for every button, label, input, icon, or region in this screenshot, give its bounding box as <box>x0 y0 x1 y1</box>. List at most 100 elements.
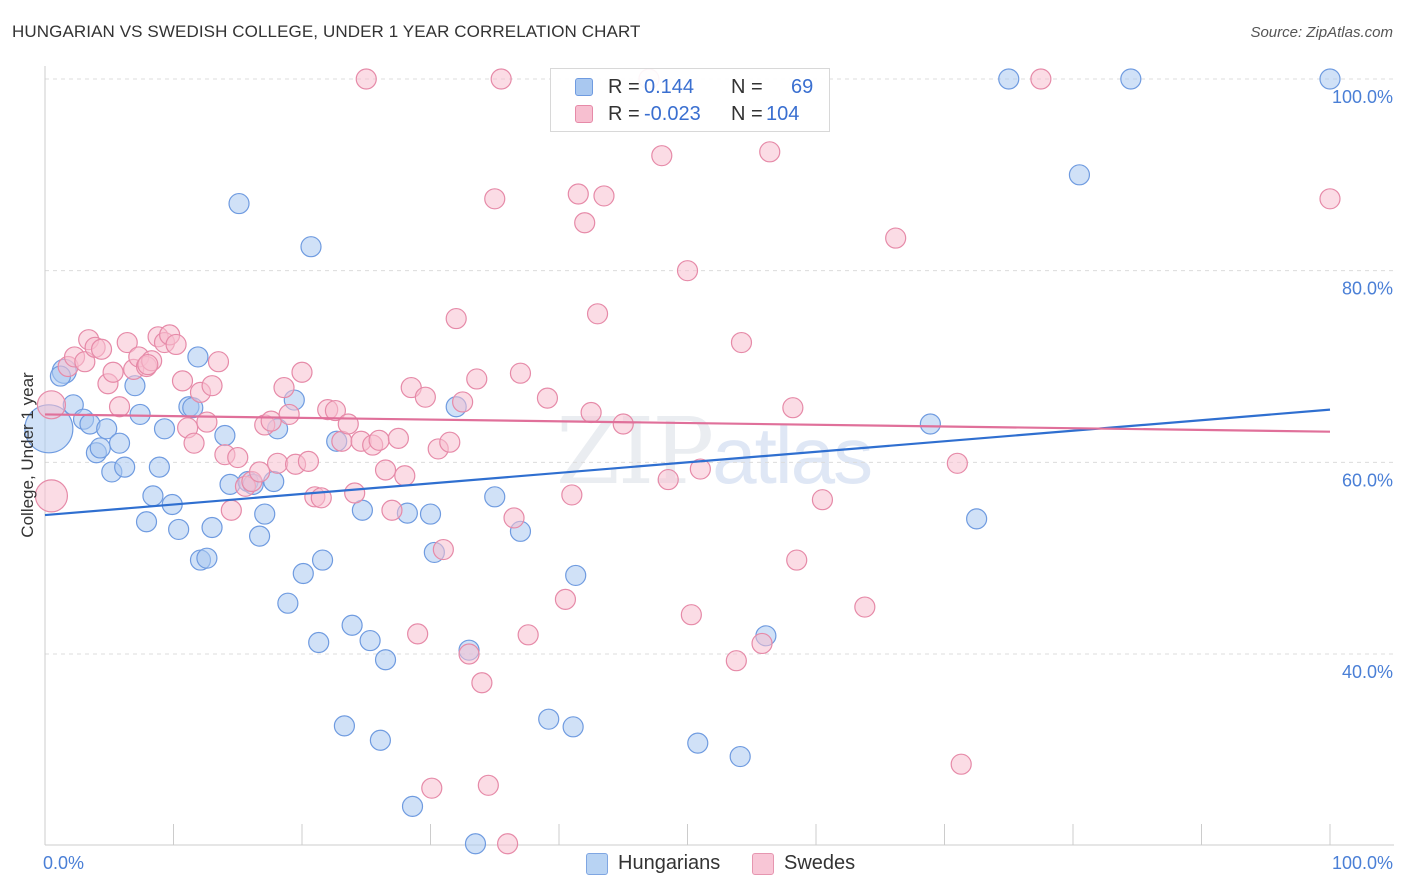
trend-lines <box>44 408 1331 517</box>
hungarian-point <box>187 346 209 368</box>
swede-point <box>421 777 443 799</box>
axes <box>44 66 1394 846</box>
hungarian-point <box>311 549 334 571</box>
legend-n-value: 69 <box>791 76 814 98</box>
source-label: Source: ZipAtlas.com <box>1250 24 1393 41</box>
swede-point <box>34 479 69 513</box>
swede-point <box>503 507 525 529</box>
swede-point <box>452 391 474 413</box>
hungarian-point <box>538 708 560 730</box>
hungarian-point <box>369 729 391 751</box>
swede-point <box>586 303 609 325</box>
swede-point <box>676 260 699 282</box>
swede-point <box>854 596 876 618</box>
swede-point <box>730 331 753 354</box>
hungarian-point <box>96 418 118 440</box>
hungarian-point <box>1120 68 1142 90</box>
swede-point <box>651 145 673 167</box>
swede-point <box>536 387 559 409</box>
hungarian-point <box>359 629 381 652</box>
hungarian-point <box>687 732 709 754</box>
swede-point <box>344 482 366 504</box>
hungarian-point <box>919 413 941 435</box>
hungarian-point <box>562 716 584 738</box>
swede-point <box>260 410 282 432</box>
hungarian-point <box>142 485 164 507</box>
hungarian-point <box>214 424 236 447</box>
swede-point <box>324 399 347 422</box>
hungarian-point <box>1068 164 1091 186</box>
hungarian-point <box>114 456 136 478</box>
swede-point <box>471 672 493 694</box>
swede-point <box>885 227 907 249</box>
swede-point <box>220 499 242 521</box>
swede-point <box>387 427 409 449</box>
swede-point <box>445 307 467 330</box>
swede-point <box>297 450 320 472</box>
legend-r-value: -0.023 <box>644 103 701 125</box>
hungarian-point <box>998 68 1020 90</box>
swede-point <box>477 774 499 796</box>
hungarian-point <box>201 516 223 539</box>
swede-point <box>950 753 972 775</box>
legend-label-hungarians: Hungarians <box>618 852 721 874</box>
swede-point <box>574 212 596 234</box>
swede-point <box>725 650 747 672</box>
y-axis-label: College, Under 1 year <box>18 372 37 538</box>
swede-point <box>374 459 397 481</box>
hungarian-point <box>1319 68 1341 90</box>
swede-point <box>759 141 781 163</box>
legend-row-hungarians: R = 0.144 N = 69 <box>551 74 829 100</box>
hungarian-point <box>248 525 271 547</box>
swede-point <box>337 413 359 435</box>
swede-point <box>108 396 131 418</box>
hungarian-point <box>401 795 424 817</box>
swede-point <box>355 68 377 90</box>
legend-n-label: N = <box>731 103 763 125</box>
legend-swatch-hungarians <box>586 853 608 875</box>
swede-point <box>381 499 403 521</box>
swede-point <box>432 538 454 561</box>
swede-point <box>248 461 271 483</box>
legend-r-label: R = <box>608 76 640 98</box>
hungarian-point <box>228 192 250 215</box>
correlation-legend: R = 0.144 N = 69 R = -0.023 N = 104 <box>550 68 830 132</box>
y-tick-label: 80.0% <box>1342 279 1393 299</box>
legend-swatch-hungarians <box>575 78 593 96</box>
legend-swatch-swedes <box>575 105 593 123</box>
x-tick-label: 0.0% <box>43 853 84 873</box>
hungarian-point <box>300 236 322 258</box>
hungarian-point <box>419 503 442 525</box>
hungarian-point <box>148 456 170 478</box>
y-tick-label: 60.0% <box>1342 470 1393 490</box>
swede-point <box>466 368 488 390</box>
hungarian-point <box>277 592 299 614</box>
swede-point <box>36 390 67 420</box>
swede-point <box>497 833 519 855</box>
swede-point <box>368 429 390 451</box>
swede-point <box>102 361 124 383</box>
grid-lines <box>45 78 1394 655</box>
legend-row-swedes: R = -0.023 N = 104 <box>551 101 829 127</box>
swede-point <box>201 375 223 397</box>
swede-point <box>484 188 506 210</box>
series-swedes <box>34 68 1341 855</box>
swede-point <box>1319 188 1341 210</box>
swede-point <box>786 549 808 571</box>
swedes-trend-line <box>44 413 1331 433</box>
swede-point <box>946 452 968 474</box>
swede-point <box>509 362 532 384</box>
hungarian-point <box>89 437 111 459</box>
swede-point <box>74 351 96 373</box>
hungarians-trend-line <box>44 408 1331 517</box>
swede-point <box>567 183 589 205</box>
hungarian-point <box>168 518 190 541</box>
swede-point <box>1030 68 1052 90</box>
swede-point <box>689 458 711 480</box>
hungarian-point <box>484 486 506 508</box>
swede-point <box>517 624 539 646</box>
series-hungarians <box>24 68 1341 855</box>
hungarian-point <box>129 403 151 426</box>
hungarian-point <box>196 547 218 569</box>
